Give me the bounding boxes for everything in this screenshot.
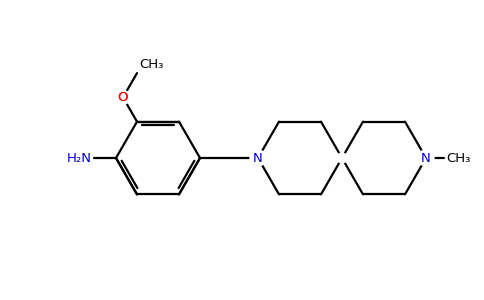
Text: N: N (253, 152, 263, 164)
Circle shape (418, 150, 434, 166)
Text: CH₃: CH₃ (139, 58, 164, 71)
Text: CH₃: CH₃ (446, 152, 470, 164)
Text: O: O (118, 91, 128, 104)
Circle shape (116, 90, 130, 104)
Circle shape (250, 150, 266, 166)
Text: N: N (421, 152, 431, 164)
Circle shape (337, 153, 347, 163)
Text: O: O (118, 91, 128, 104)
Text: H₂N: H₂N (67, 152, 92, 164)
